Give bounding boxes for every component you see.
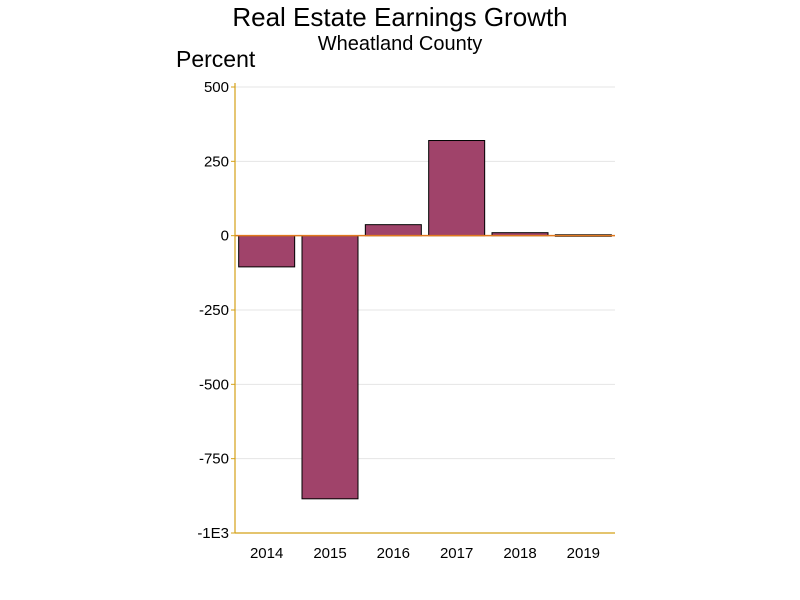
y-tick-label: -1E3: [197, 525, 229, 542]
bar: [238, 235, 296, 268]
y-tick-label: 500: [204, 79, 229, 96]
grid-lines: [235, 86, 615, 460]
chart-subtitle: Wheatland County: [317, 33, 483, 55]
y-tick-label: 0: [221, 228, 229, 245]
x-tick-label: 2016: [377, 545, 410, 562]
bars: [238, 140, 612, 500]
y-tick-label: -500: [199, 376, 229, 393]
tick-labels: 500 250 0 -250 -500 -750 -1E3 2014 2015 2016 2017 2…: [197, 79, 600, 562]
y-tick-label: 250: [204, 153, 229, 170]
x-tick-label: 2018: [503, 545, 536, 562]
y-axis-label: Percent: [176, 46, 256, 72]
y-tick-label: -250: [199, 302, 229, 319]
x-tick-label: 2019: [567, 545, 600, 562]
bar: [364, 224, 422, 237]
x-tick-label: 2015: [313, 545, 346, 562]
x-tick-label: 2017: [440, 545, 473, 562]
axes: [231, 83, 615, 534]
bar: [301, 235, 359, 500]
chart-title: Real Estate Earnings Growth: [232, 2, 568, 32]
x-tick-label: 2014: [250, 545, 283, 562]
bar: [428, 140, 486, 237]
y-tick-label: -750: [199, 451, 229, 468]
